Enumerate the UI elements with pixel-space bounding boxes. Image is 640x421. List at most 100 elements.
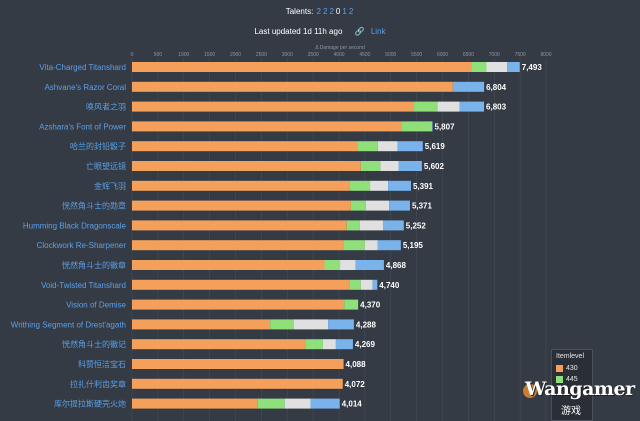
bar-segment-475[interactable] xyxy=(310,398,340,409)
bar-segment-445[interactable] xyxy=(349,180,371,191)
category-label[interactable]: 亡眼望远镜 xyxy=(86,161,126,171)
bar-segment-460[interactable] xyxy=(322,339,336,350)
bar-segment-445[interactable] xyxy=(401,121,433,132)
legend-item-430[interactable]: 430 xyxy=(556,365,588,372)
bar-segment-445[interactable] xyxy=(346,220,360,231)
category-label[interactable]: Vita-Charged Titanshard xyxy=(39,63,126,72)
x-tick-label: 6500 xyxy=(463,52,474,58)
permalink-link[interactable]: Link xyxy=(370,27,386,36)
bar-segment-445[interactable] xyxy=(360,161,381,171)
link-icon[interactable]: 🔗 xyxy=(354,27,365,36)
bar-segment-430[interactable] xyxy=(132,200,351,211)
bar-segment-460[interactable] xyxy=(370,180,389,191)
bar-segment-460[interactable] xyxy=(360,279,373,290)
category-label[interactable]: Writhing Segment of Drest'agath xyxy=(11,320,126,329)
category-label[interactable]: Vision of Demise xyxy=(66,301,126,310)
bar-segment-475[interactable] xyxy=(452,81,485,92)
bar-segment-430[interactable] xyxy=(132,62,472,72)
bar-segment-445[interactable] xyxy=(343,240,365,251)
bar-segment-460[interactable] xyxy=(293,319,329,330)
bar-segment-475[interactable] xyxy=(335,339,353,350)
bar-segment-460[interactable] xyxy=(340,260,356,270)
category-label[interactable]: 恍然角斗士的徽章 xyxy=(62,260,126,270)
bar-segment-460[interactable] xyxy=(380,161,399,171)
bar-segment-445[interactable] xyxy=(305,339,323,350)
bar-segment-430[interactable] xyxy=(132,220,347,231)
bar-segment-475[interactable] xyxy=(377,240,401,251)
bar-segment-460[interactable] xyxy=(364,240,378,251)
x-tick-label: 3000 xyxy=(282,52,293,58)
category-label[interactable]: 库尔提拉斯硬壳火炮 xyxy=(54,399,126,409)
bar-segment-475[interactable] xyxy=(382,220,404,231)
bar-segment-475[interactable] xyxy=(372,279,378,290)
talent-option-1[interactable]: 2 xyxy=(316,7,321,16)
bar-segment-445[interactable] xyxy=(344,299,359,310)
bar-segment-475[interactable] xyxy=(459,101,485,112)
bar-segment-430[interactable] xyxy=(132,121,402,132)
bar-segment-475[interactable] xyxy=(397,141,423,152)
legend-label-445: 445 xyxy=(566,376,578,383)
last-updated-text: Last updated 1d 11h ago xyxy=(254,27,343,36)
bar-segment-475[interactable] xyxy=(389,200,410,211)
bar-segment-430[interactable] xyxy=(132,141,358,152)
category-label[interactable]: Azshara's Font of Power xyxy=(39,122,126,131)
bar-segment-445[interactable] xyxy=(349,279,361,290)
talent-option-5[interactable]: 1 xyxy=(342,7,347,16)
bar-segment-430[interactable] xyxy=(132,81,453,92)
category-label[interactable]: 拉扎什利齿奖章 xyxy=(70,379,126,389)
bar-segment-430[interactable] xyxy=(132,378,343,389)
talent-option-3[interactable]: 2 xyxy=(329,7,334,16)
category-label[interactable]: 唤风者之羽 xyxy=(86,102,126,112)
bar-segment-430[interactable] xyxy=(132,161,361,171)
x-tick-label: 1500 xyxy=(204,52,215,58)
category-label[interactable]: Humming Black Dragonscale xyxy=(23,221,127,230)
category-label[interactable]: 恍然角斗士的徽记 xyxy=(62,339,126,349)
bar-segment-445[interactable] xyxy=(324,260,341,270)
category-label[interactable]: 科赞恒洁宝石 xyxy=(78,359,126,369)
bar-value-label: 5,807 xyxy=(435,122,456,131)
category-label[interactable]: 哈兰的封铅骰子 xyxy=(70,141,126,151)
bar-segment-430[interactable] xyxy=(132,101,415,112)
bar-segment-460[interactable] xyxy=(365,200,390,211)
bar-segment-430[interactable] xyxy=(132,279,350,290)
talent-option-4[interactable]: 0 xyxy=(335,7,341,16)
category-label[interactable]: Ashvane's Razor Coral xyxy=(44,83,126,92)
bar-segment-475[interactable] xyxy=(328,319,354,330)
bar-segment-460[interactable] xyxy=(284,398,311,409)
bar-segment-445[interactable] xyxy=(414,101,438,112)
category-label[interactable]: 金辉飞羽 xyxy=(94,181,126,191)
bar-segment-430[interactable] xyxy=(132,319,271,330)
bar-segment-475[interactable] xyxy=(355,260,384,270)
bar-segment-430[interactable] xyxy=(132,398,258,409)
talent-option-6[interactable]: 2 xyxy=(348,7,354,16)
bar-segment-475[interactable] xyxy=(398,161,422,171)
bar-segment-430[interactable] xyxy=(132,260,325,270)
legend-swatch-430 xyxy=(556,365,563,372)
bar-segment-445[interactable] xyxy=(471,62,487,72)
bar-segment-430[interactable] xyxy=(132,299,345,310)
bar-segment-475[interactable] xyxy=(388,180,411,191)
bar-segment-475[interactable] xyxy=(507,62,520,72)
talent-option-2[interactable]: 2 xyxy=(323,7,328,16)
bar-segment-430[interactable] xyxy=(132,180,350,191)
category-label[interactable]: 恍然角斗士的勋章 xyxy=(62,201,126,211)
bar-segment-430[interactable] xyxy=(132,339,306,350)
bar-segment-445[interactable] xyxy=(270,319,294,330)
x-tick-label: 1000 xyxy=(178,52,189,58)
bar-segment-460[interactable] xyxy=(377,141,398,152)
bar-segment-475[interactable] xyxy=(432,121,433,132)
bar-segment-460[interactable] xyxy=(437,101,460,112)
category-label[interactable]: Void-Twisted Titanshard xyxy=(41,281,126,290)
bar-segment-460[interactable] xyxy=(486,62,508,72)
bar-segment-445[interactable] xyxy=(357,141,378,152)
watermark-logo: Wangamer 游戏 xyxy=(521,378,640,421)
legend-item-445[interactable]: 445 xyxy=(556,376,588,383)
bar-segment-445[interactable] xyxy=(257,398,285,409)
bar-segment-445[interactable] xyxy=(350,200,366,211)
category-label[interactable]: Clockwork Re-Sharpener xyxy=(37,241,127,250)
bar-segment-430[interactable] xyxy=(132,240,344,251)
bar-segment-460[interactable] xyxy=(359,220,383,231)
bar-segment-430[interactable] xyxy=(132,359,344,369)
x-tick-label: 7500 xyxy=(515,52,526,58)
